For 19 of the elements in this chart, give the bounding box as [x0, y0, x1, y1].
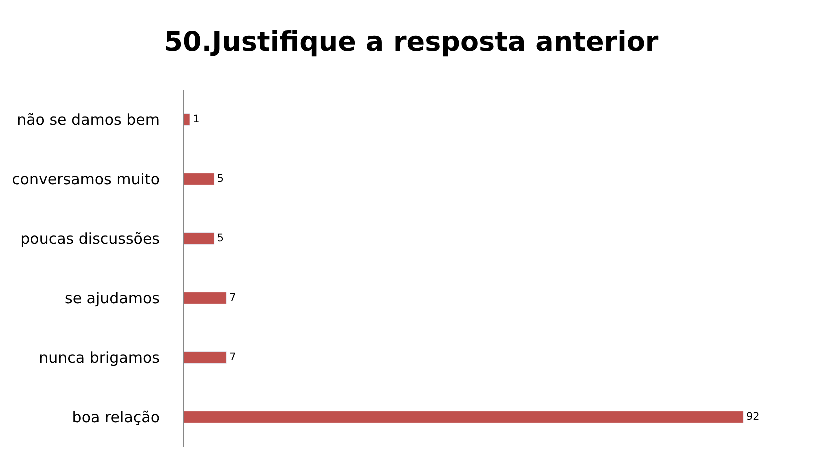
data-label: 5	[217, 173, 224, 186]
y-tick-label: se ajudamos	[65, 290, 160, 308]
bar	[184, 114, 190, 126]
bar	[184, 352, 227, 364]
data-label: 5	[217, 232, 224, 245]
data-label: 7	[230, 292, 236, 304]
y-tick-label: conversamos muito	[12, 170, 160, 188]
chart-title: 50.Justifique a resposta anterior	[164, 27, 660, 58]
data-label: 7	[230, 352, 236, 364]
bar	[184, 411, 744, 424]
y-tick-label: boa relação	[72, 408, 160, 426]
bar	[184, 232, 215, 245]
y-tick-label: não se damos bem	[17, 111, 160, 129]
y-tick-label: poucas discussões	[20, 230, 160, 248]
bar	[184, 173, 215, 186]
data-label: 92	[746, 411, 760, 424]
bar	[184, 292, 227, 304]
data-label: 1	[193, 114, 200, 126]
y-tick-label: nunca brigamos	[39, 349, 160, 367]
